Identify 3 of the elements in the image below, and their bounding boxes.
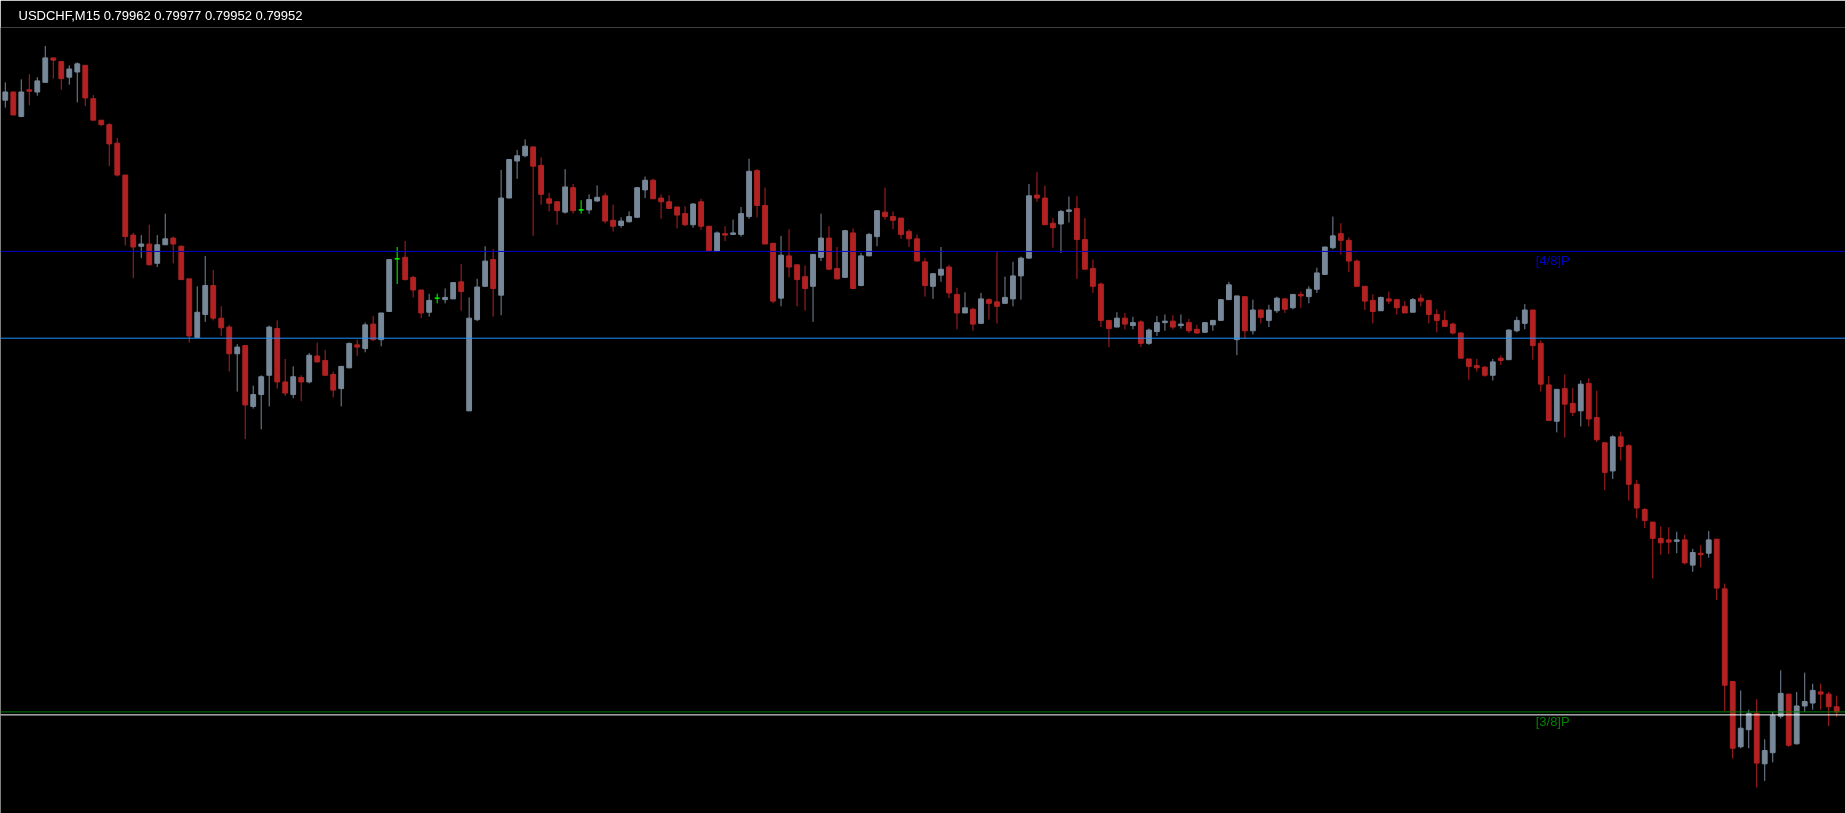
ref-line-label: [4/8]P <box>1535 253 1570 269</box>
ref-line-label: [3/8]P <box>1535 713 1570 729</box>
chart-title: USDCHF,M15 0.79962 0.79977 0.79952 0.79952 <box>18 7 303 23</box>
